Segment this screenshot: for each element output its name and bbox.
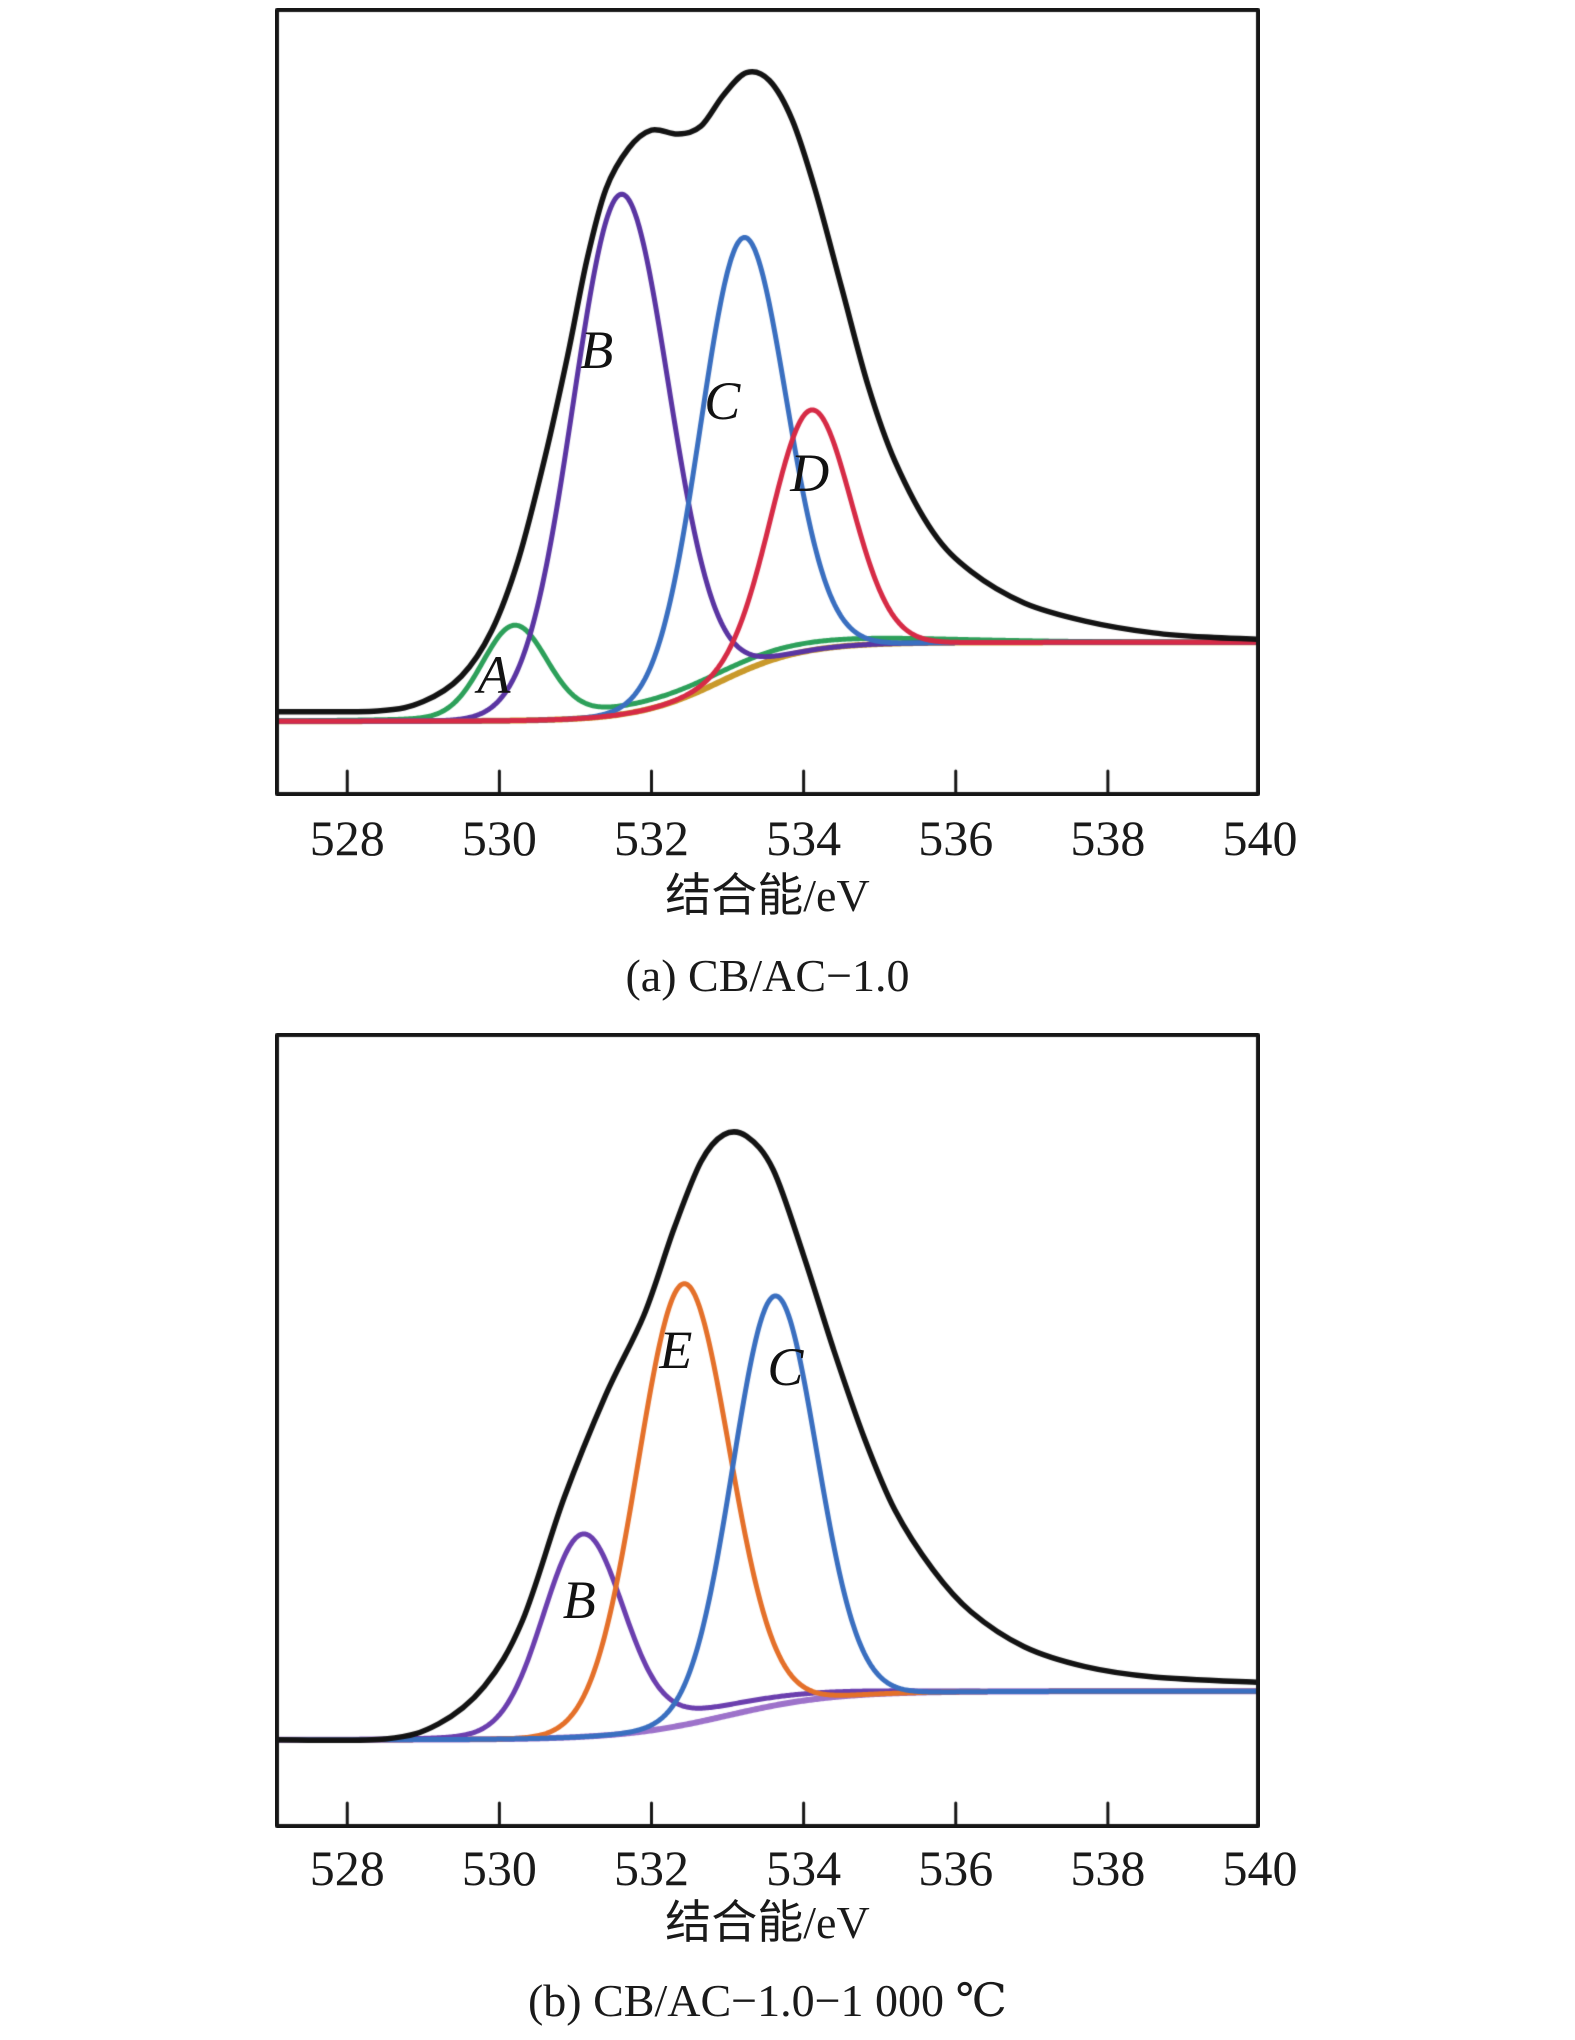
x-tick-label: 534 (766, 1840, 842, 1896)
x-tick-label: 528 (309, 1840, 385, 1896)
peak-label-C: C (767, 1337, 804, 1398)
peak-label-E: E (659, 1320, 693, 1380)
x-axis-title-b: 结合能/eV (665, 1897, 870, 1948)
x-tick-label: 536 (918, 810, 994, 866)
x-tick-label: 530 (461, 810, 537, 866)
spectrum-canvas-b (275, 1033, 1260, 1828)
peak-label-A: A (477, 645, 511, 706)
x-tick-label: 540 (1222, 810, 1298, 866)
caption-a: (a) CB/AC−1.0 (625, 950, 910, 1001)
caption-b: (b) CB/AC−1.0−1 000 ℃ (527, 1975, 1008, 2026)
peak-label-B: B (580, 319, 614, 380)
x-tick-label: 532 (614, 810, 689, 866)
x-tick-label: 540 (1222, 1840, 1298, 1896)
x-tick-label: 538 (1070, 810, 1146, 866)
x-tick-label: 536 (918, 1840, 994, 1896)
x-tick-label: 534 (766, 810, 842, 866)
x-tick-label: 532 (614, 1840, 689, 1896)
x-tick-label: 530 (461, 1840, 537, 1896)
peak-label-D: D (790, 443, 830, 504)
x-axis-title-a: 结合能/eV (665, 870, 870, 921)
peak-label-C: C (704, 371, 741, 431)
x-tick-label: 538 (1070, 1840, 1146, 1896)
peak-label-B: B (562, 1570, 596, 1631)
spectrum-canvas-a (275, 8, 1260, 796)
x-tick-label: 528 (309, 810, 385, 866)
